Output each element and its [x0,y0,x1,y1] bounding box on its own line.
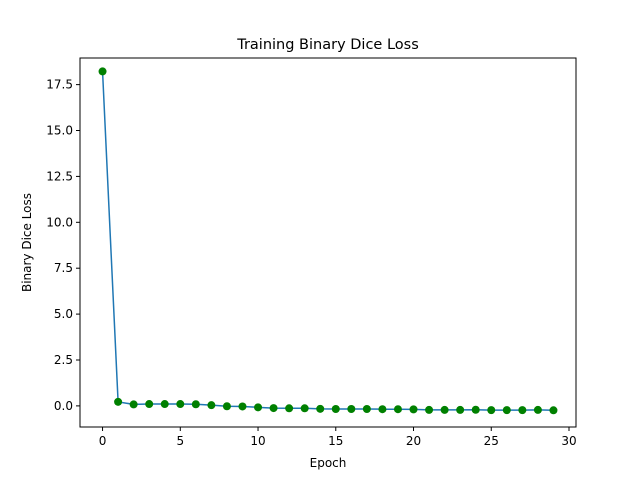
data-point [222,402,231,411]
x-tick-label: 5 [176,434,184,448]
y-tick-label: 5.0 [54,307,73,321]
data-point [331,405,340,414]
data-point [129,400,138,409]
data-point [347,405,356,414]
x-tick-label: 15 [328,434,343,448]
data-point [533,405,542,414]
chart-title: Training Binary Dice Loss [236,37,419,53]
data-point [549,406,558,415]
data-point [285,404,294,413]
data-point [378,405,387,414]
x-tick-label: 30 [561,434,576,448]
data-point [269,404,278,413]
y-tick-label: 10.0 [46,215,73,229]
x-tick-label: 10 [250,434,265,448]
x-tick-label: 0 [99,434,107,448]
y-tick-label: 0.0 [54,399,73,413]
data-point [456,405,465,414]
data-point [393,405,402,414]
data-point [176,400,185,409]
data-point [238,402,247,411]
y-tick-label: 17.5 [46,78,73,92]
data-point [191,400,200,409]
data-point [487,406,496,415]
data-point [160,400,169,409]
data-point [254,403,263,412]
x-tick-label: 20 [406,434,421,448]
data-point [98,67,107,76]
y-tick-label: 15.0 [46,124,73,138]
y-axis-ticks: 0.0 2.5 5.0 7.5 10.0 12.5 15.0 17.5 [46,78,80,413]
y-tick-label: 12.5 [46,169,73,183]
data-point [502,406,511,415]
x-axis-label: Epoch [310,456,347,470]
data-point [300,404,309,413]
y-axis-label: Binary Dice Loss [20,193,34,292]
data-point [362,405,371,414]
data-point [425,405,434,414]
data-point [145,400,154,409]
plot-frame [79,57,577,428]
data-point [440,405,449,414]
data-point [409,405,418,414]
plot-content [98,67,558,415]
y-tick-label: 2.5 [54,353,73,367]
data-point [114,397,123,406]
x-axis-ticks: 0 5 10 15 20 25 30 [99,427,577,448]
data-point [207,401,216,410]
data-point [471,405,480,414]
y-tick-label: 7.5 [54,261,73,275]
data-point [518,406,527,415]
data-point [316,404,325,413]
x-tick-label: 25 [484,434,499,448]
